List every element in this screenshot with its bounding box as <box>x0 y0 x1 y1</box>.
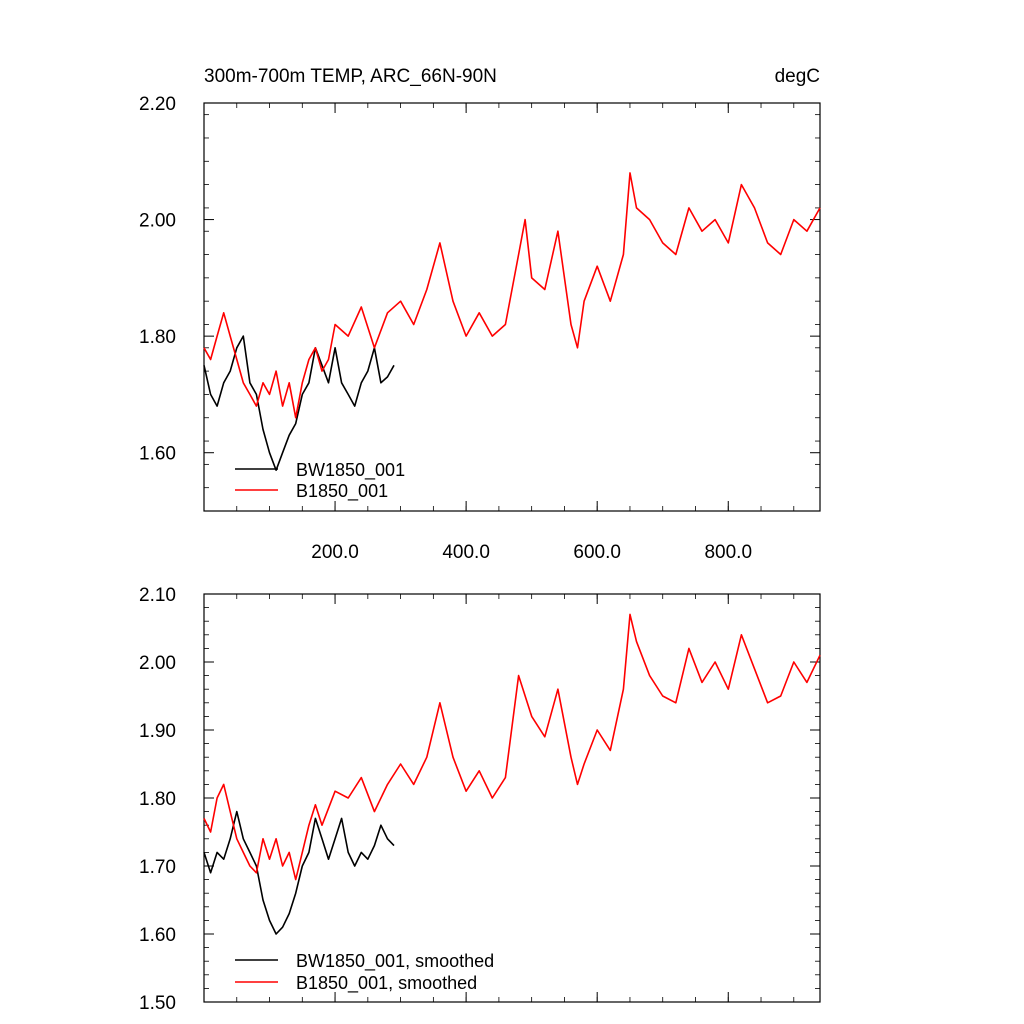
y-tick-label: 2.20 <box>139 94 176 115</box>
y-tick-label: 1.80 <box>139 789 176 810</box>
y-tick-label: 2.00 <box>139 211 176 232</box>
y-tick-label: 1.70 <box>139 857 176 878</box>
y-tick-label: 1.60 <box>139 444 176 465</box>
chart-title: 300m-700m TEMP, ARC_66N-90N <box>204 66 497 87</box>
units-label: degC <box>775 66 820 87</box>
y-tick-label: 1.50 <box>139 993 176 1014</box>
legend-label-bw1850: BW1850_001 <box>296 460 405 481</box>
legend: BW1850_001, smoothed B1850_001, smoothed <box>235 951 494 994</box>
y-tick-label: 1.90 <box>139 721 176 742</box>
legend-label-b1850: B1850_001 <box>296 481 388 502</box>
legend: BW1850_001 B1850_001 <box>235 460 405 502</box>
y-tick-label: 1.60 <box>139 925 176 946</box>
plot-frame <box>203 102 821 512</box>
series-line-bw1850-001-smoothed <box>203 810 395 935</box>
x-tick-label: 400.0 <box>442 542 490 563</box>
legend-label-bw1850-smoothed: BW1850_001, smoothed <box>296 951 494 972</box>
top-panel: 300m-700m TEMP, ARC_66N-90N degC 1.60 1.8… <box>139 66 821 563</box>
series-line-b1850-001-smoothed <box>203 613 821 881</box>
series-line-b1850-001 <box>203 172 821 419</box>
series-line-bw1850-001 <box>203 335 395 472</box>
legend-label-b1850-smoothed: B1850_001, smoothed <box>296 973 477 994</box>
y-tick-label: 2.10 <box>139 585 176 606</box>
y-tick-label: 1.80 <box>139 327 176 348</box>
x-tick-label: 800.0 <box>704 542 752 563</box>
x-tick-label: 600.0 <box>573 542 621 563</box>
x-tick-label: 200.0 <box>311 542 359 563</box>
plot-frame <box>203 593 821 1003</box>
y-tick-label: 2.00 <box>139 653 176 674</box>
bottom-panel: 1.50 1.60 1.70 1.80 1.90 2.00 2.10 BW1850_001,… <box>139 585 821 1014</box>
